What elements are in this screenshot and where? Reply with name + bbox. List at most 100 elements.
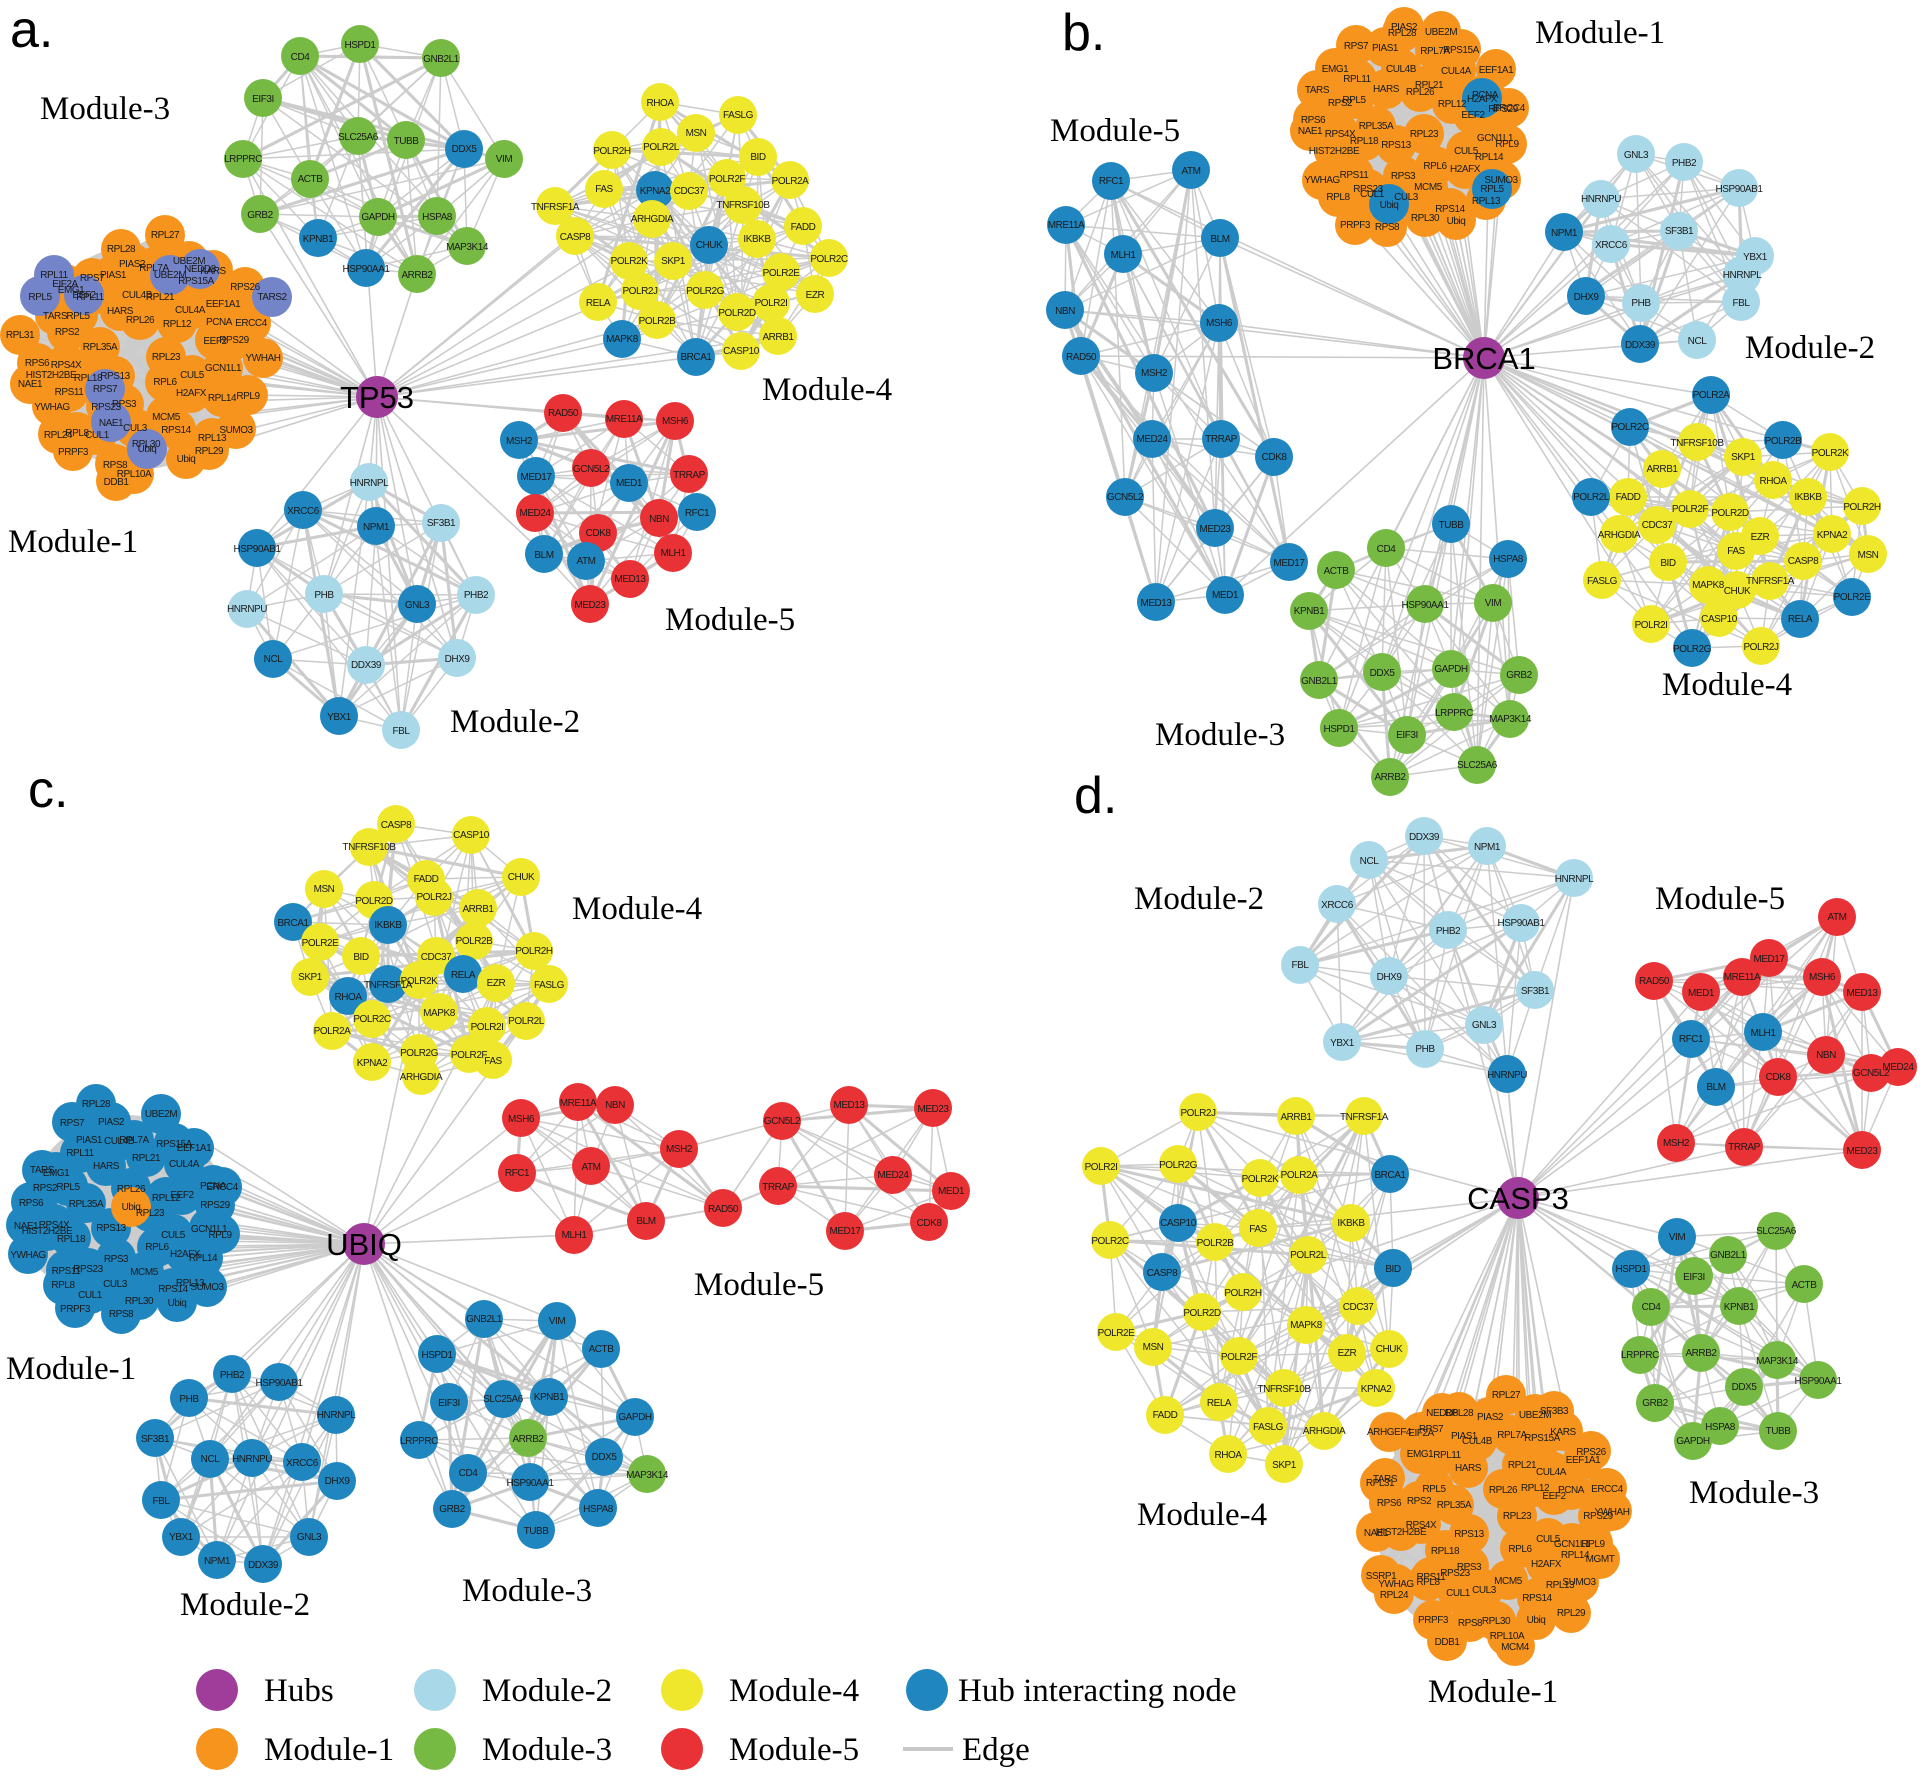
svg-text:MAPK8: MAPK8 <box>1692 580 1725 591</box>
svg-text:DHX9: DHX9 <box>1574 292 1600 303</box>
svg-text:EZR: EZR <box>806 290 825 301</box>
svg-text:HNRNPL: HNRNPL <box>1555 874 1594 885</box>
svg-text:CUL5: CUL5 <box>1454 146 1479 157</box>
svg-text:RPL5: RPL5 <box>56 1182 80 1193</box>
svg-text:ACTB: ACTB <box>1792 1280 1818 1291</box>
svg-text:RPL10A: RPL10A <box>117 469 152 480</box>
svg-text:DHX9: DHX9 <box>445 654 471 665</box>
svg-text:RPS3: RPS3 <box>112 399 137 410</box>
svg-text:RPL8: RPL8 <box>1416 1577 1440 1588</box>
svg-text:TARS: TARS <box>43 311 68 322</box>
svg-text:PCNA: PCNA <box>1558 1485 1585 1496</box>
svg-text:RPL29: RPL29 <box>195 446 224 457</box>
svg-text:NAE1: NAE1 <box>1364 1528 1389 1539</box>
svg-text:RPS4X: RPS4X <box>39 1220 70 1231</box>
svg-text:H2AFX: H2AFX <box>1467 94 1498 105</box>
svg-text:POLR2E: POLR2E <box>1098 1328 1136 1339</box>
svg-text:TRRAP: TRRAP <box>762 1182 794 1193</box>
svg-text:XRCC6: XRCC6 <box>287 506 320 517</box>
svg-text:Module-3: Module-3 <box>1689 1475 1819 1511</box>
svg-text:CUL1: CUL1 <box>78 1290 103 1301</box>
svg-text:ERCC4: ERCC4 <box>235 318 268 329</box>
svg-text:HNRNPU: HNRNPU <box>1581 194 1621 205</box>
svg-text:ARHGDIA: ARHGDIA <box>1303 1426 1346 1437</box>
svg-text:RPS15A: RPS15A <box>156 1139 192 1150</box>
svg-text:DHX9: DHX9 <box>1377 972 1403 983</box>
svg-text:POLR2F: POLR2F <box>709 174 746 185</box>
svg-text:RPS7: RPS7 <box>60 1118 85 1129</box>
svg-text:RPS8: RPS8 <box>103 460 128 471</box>
svg-text:RPS14: RPS14 <box>1435 204 1465 215</box>
svg-text:POLR2A: POLR2A <box>1693 390 1731 401</box>
svg-text:RPL26: RPL26 <box>1489 1485 1518 1496</box>
svg-text:MED1: MED1 <box>1688 988 1715 999</box>
svg-text:RPL14: RPL14 <box>1475 152 1504 163</box>
svg-text:RPL31: RPL31 <box>1366 1478 1395 1489</box>
svg-text:POLR2G: POLR2G <box>1673 644 1712 655</box>
svg-text:TNFRSF1A: TNFRSF1A <box>364 980 413 991</box>
svg-text:VIM: VIM <box>549 1316 566 1327</box>
svg-text:Module-5: Module-5 <box>694 1267 824 1303</box>
svg-text:MED17: MED17 <box>829 1226 861 1237</box>
svg-text:DDX5: DDX5 <box>1370 668 1396 679</box>
svg-text:MED24: MED24 <box>1136 434 1168 445</box>
svg-text:MRE11A: MRE11A <box>1724 972 1761 983</box>
svg-text:HARS: HARS <box>1373 84 1400 95</box>
svg-text:BRCA1: BRCA1 <box>1432 341 1535 376</box>
svg-text:MED24: MED24 <box>877 1170 909 1181</box>
svg-text:PHB: PHB <box>179 1394 199 1405</box>
svg-text:HSPD1: HSPD1 <box>1615 1264 1647 1275</box>
svg-text:MED23: MED23 <box>917 1104 949 1115</box>
svg-text:MSN: MSN <box>1858 550 1879 561</box>
svg-text:PHB: PHB <box>1631 298 1651 309</box>
svg-text:TUBB: TUBB <box>1766 1426 1792 1437</box>
svg-text:ARHGDIA: ARHGDIA <box>1598 530 1641 541</box>
svg-text:RPS13: RPS13 <box>100 371 130 382</box>
svg-text:HSP90AA1: HSP90AA1 <box>507 1478 555 1489</box>
svg-text:RPS2: RPS2 <box>1407 1496 1432 1507</box>
svg-text:GRB2: GRB2 <box>1642 1398 1668 1409</box>
svg-text:HSPA8: HSPA8 <box>583 1504 614 1515</box>
svg-text:Module-4: Module-4 <box>1137 1497 1267 1533</box>
svg-text:CDC37: CDC37 <box>674 186 705 197</box>
svg-text:POLR2H: POLR2H <box>1843 502 1881 513</box>
svg-text:HNRNPL: HNRNPL <box>350 478 389 489</box>
svg-text:FBL: FBL <box>393 726 411 737</box>
svg-text:GCN5L2: GCN5L2 <box>1853 1068 1890 1079</box>
svg-text:DDX39: DDX39 <box>351 660 382 671</box>
svg-text:PRPF3: PRPF3 <box>60 1304 91 1315</box>
svg-text:ACTB: ACTB <box>298 174 324 185</box>
svg-text:FBL: FBL <box>1733 298 1751 309</box>
svg-text:MLH1: MLH1 <box>661 548 687 559</box>
svg-text:POLR2G: POLR2G <box>686 286 725 297</box>
svg-text:RPS2: RPS2 <box>33 1183 58 1194</box>
svg-text:d.: d. <box>1074 767 1117 825</box>
svg-text:NPM1: NPM1 <box>204 1556 231 1567</box>
svg-text:RPL21: RPL21 <box>146 292 175 303</box>
svg-text:RPL35A: RPL35A <box>1359 121 1394 132</box>
svg-text:CDC37: CDC37 <box>1642 520 1673 531</box>
svg-text:CUL1: CUL1 <box>1360 189 1385 200</box>
svg-text:GNB2L1: GNB2L1 <box>423 54 460 65</box>
svg-text:CUL3: CUL3 <box>103 1279 128 1290</box>
svg-text:EEF1A1: EEF1A1 <box>177 1143 212 1154</box>
svg-text:RAD50: RAD50 <box>548 408 579 419</box>
svg-text:PIAS1: PIAS1 <box>1451 1431 1478 1442</box>
svg-text:VIM: VIM <box>496 154 513 165</box>
svg-text:RPL8: RPL8 <box>51 1280 75 1291</box>
svg-text:RPL21: RPL21 <box>132 1153 161 1164</box>
svg-text:RPS13: RPS13 <box>1454 1529 1484 1540</box>
svg-text:RPL18: RPL18 <box>57 1234 86 1245</box>
svg-text:MSH6: MSH6 <box>1809 972 1836 983</box>
svg-text:MAP3K14: MAP3K14 <box>1489 714 1532 725</box>
svg-text:RPS13: RPS13 <box>96 1223 126 1234</box>
svg-text:CUL4A: CUL4A <box>169 1159 200 1170</box>
svg-text:Module-4: Module-4 <box>762 372 892 408</box>
svg-text:RFC1: RFC1 <box>1099 176 1124 187</box>
svg-text:RPS2: RPS2 <box>1328 98 1353 109</box>
svg-text:SF3B1: SF3B1 <box>141 1434 170 1445</box>
svg-text:SSRP1: SSRP1 <box>1366 1571 1397 1582</box>
svg-text:TARS2: TARS2 <box>257 292 287 303</box>
svg-text:Ubiq: Ubiq <box>122 1202 141 1213</box>
svg-text:CHUK: CHUK <box>696 240 723 251</box>
